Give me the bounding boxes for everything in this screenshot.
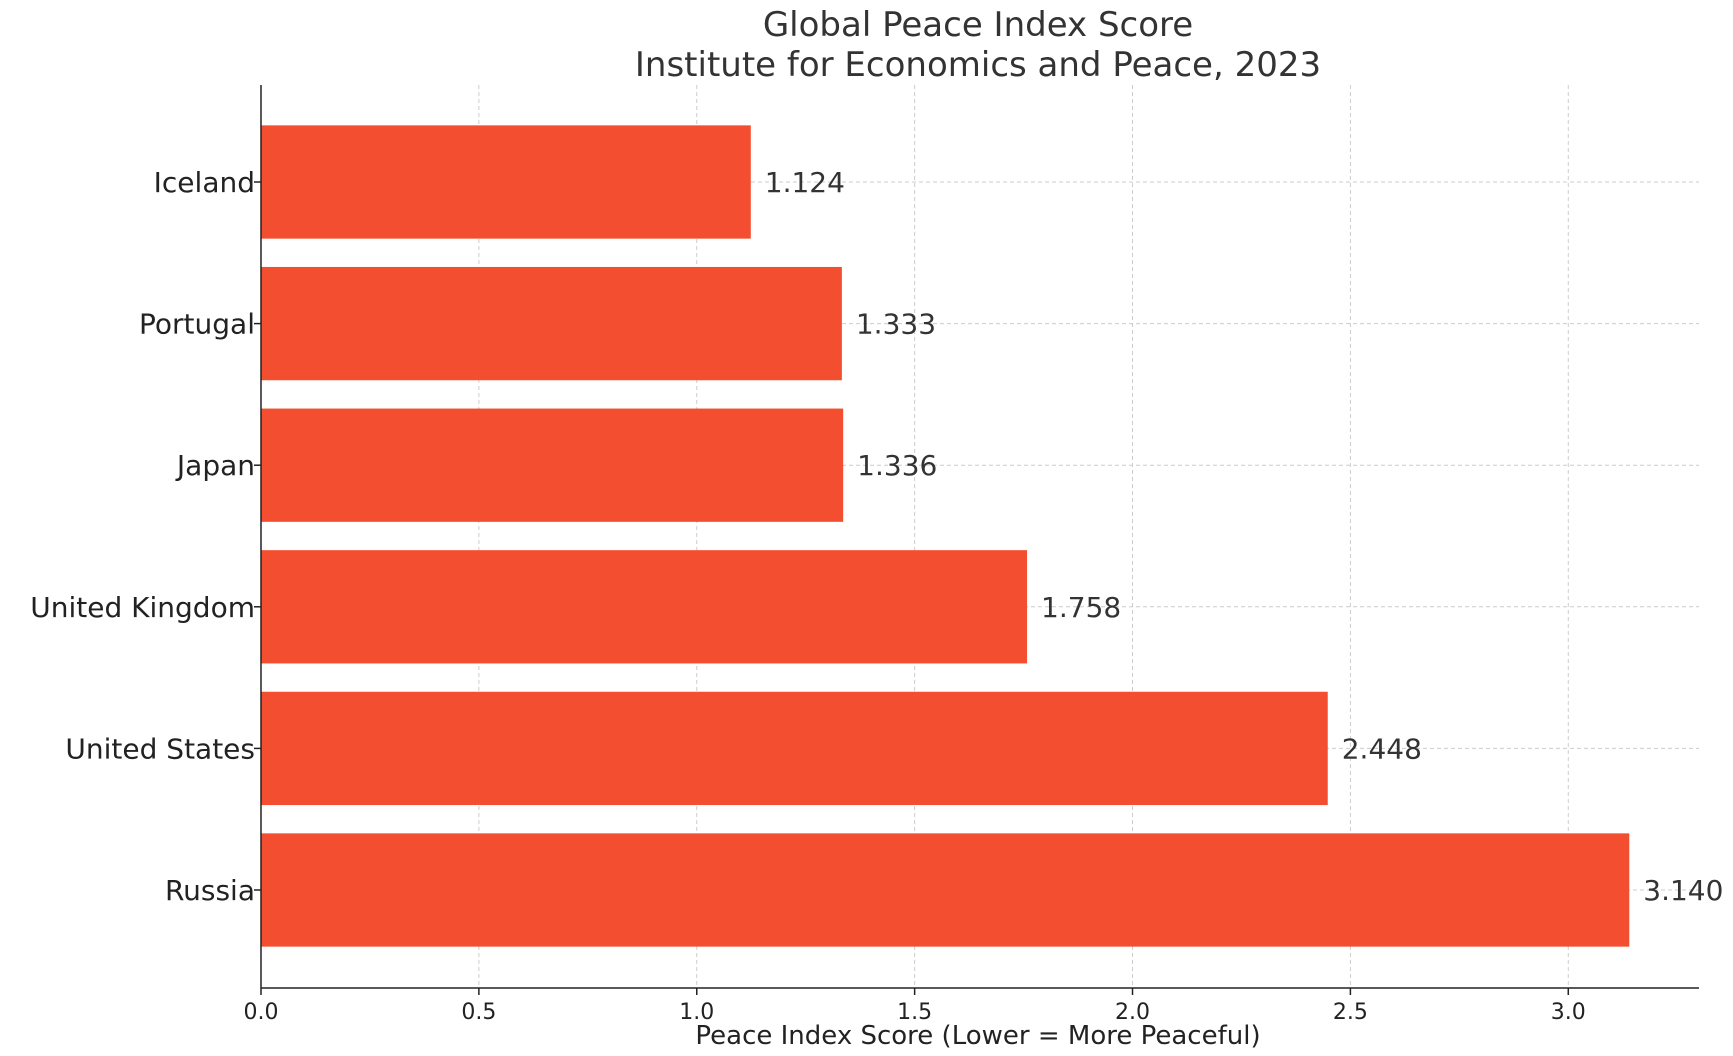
y-tick-label: Russia [165, 874, 255, 907]
x-tick-label: 1.5 [897, 1000, 932, 1025]
bar-portugal [261, 266, 842, 381]
chart-title: Global Peace Index Score [763, 5, 1193, 45]
data-label: 1.124 [765, 166, 845, 199]
x-tick-label: 0.5 [461, 1000, 496, 1025]
x-tick-label: 0.0 [244, 1000, 279, 1025]
chart-subtitle: Institute for Economics and Peace, 2023 [635, 45, 1321, 85]
y-tick-label: Portugal [139, 308, 255, 341]
x-tick-label: 1.0 [679, 1000, 714, 1025]
bar-russia [261, 833, 1630, 947]
y-tick-label: United States [65, 732, 255, 765]
data-label: 2.448 [1342, 732, 1422, 765]
y-tick-label: Japan [175, 449, 255, 482]
bars-layer [261, 125, 1630, 947]
bar-united-states [261, 691, 1328, 806]
data-label: 1.758 [1041, 591, 1121, 624]
y-ticks: Iceland Portugal Japan United Kingdom United… [30, 166, 261, 907]
bar-japan [261, 408, 844, 522]
data-label: 1.333 [856, 308, 936, 341]
x-tick-label: 2.0 [1115, 1000, 1150, 1025]
x-tick-label: 2.5 [1333, 1000, 1368, 1025]
bar-united-kingdom [261, 550, 1028, 664]
y-tick-label: United Kingdom [30, 591, 255, 624]
x-axis-label: Peace Index Score (Lower = More Peaceful… [695, 1021, 1260, 1051]
labels-layer: 1.124 1.333 1.336 1.758 2.448 3.140 [765, 166, 1724, 907]
y-tick-label: Iceland [154, 166, 255, 199]
x-ticks: 0.0 0.5 1.0 1.5 2.0 2.5 3.0 [244, 988, 1586, 1025]
data-label: 1.336 [857, 449, 937, 482]
bar-iceland [261, 125, 751, 239]
data-label: 3.140 [1643, 874, 1723, 907]
x-tick-label: 3.0 [1551, 1000, 1586, 1025]
